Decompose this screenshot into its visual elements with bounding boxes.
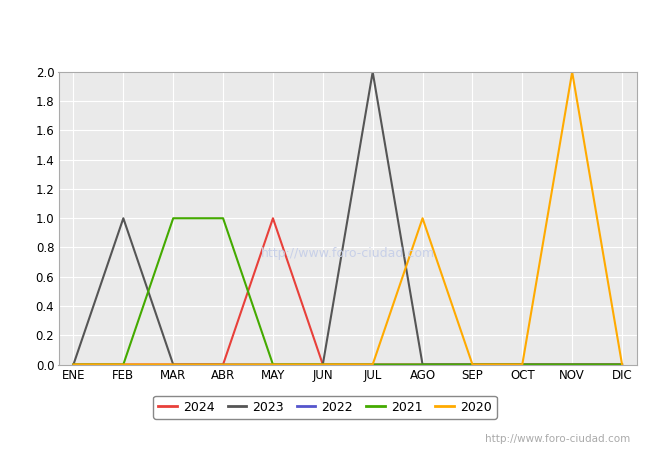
Text: Matriculaciones de Vehiculos en Ojos-Albos: Matriculaciones de Vehiculos en Ojos-Alb…	[130, 14, 520, 32]
Text: http://www.foro-ciudad.com: http://www.foro-ciudad.com	[486, 434, 630, 444]
Text: http://www.foro-ciudad.com: http://www.foro-ciudad.com	[261, 247, 435, 260]
Legend: 2024, 2023, 2022, 2021, 2020: 2024, 2023, 2022, 2021, 2020	[153, 396, 497, 419]
